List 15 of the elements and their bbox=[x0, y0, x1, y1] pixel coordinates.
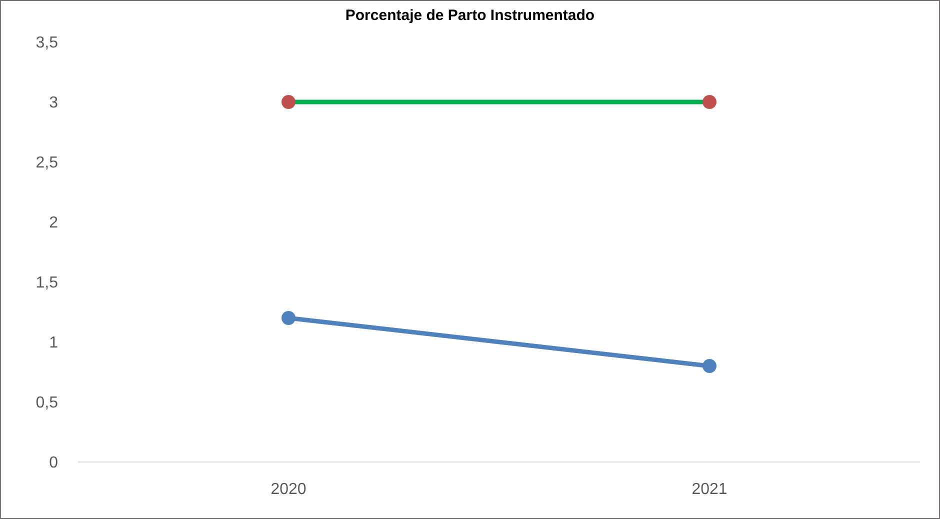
y-tick-label: 3,5 bbox=[36, 34, 58, 52]
y-tick-label: 1,5 bbox=[36, 274, 58, 292]
x-tick-label: 2020 bbox=[270, 481, 306, 498]
point bbox=[282, 95, 296, 109]
y-tick-label: 2,5 bbox=[36, 154, 58, 172]
y-tick-label: 3 bbox=[49, 94, 58, 112]
y-tick-label: 0 bbox=[49, 454, 58, 472]
y-tick-label: 0,5 bbox=[36, 394, 58, 412]
y-tick-label: 1 bbox=[49, 334, 58, 352]
point bbox=[702, 359, 716, 373]
chart-title: Porcentaje de Parto Instrumentado bbox=[345, 7, 595, 24]
y-tick-label: 2 bbox=[49, 214, 58, 232]
x-tick-label: 2021 bbox=[692, 481, 728, 498]
point bbox=[702, 95, 716, 109]
point bbox=[282, 311, 296, 325]
